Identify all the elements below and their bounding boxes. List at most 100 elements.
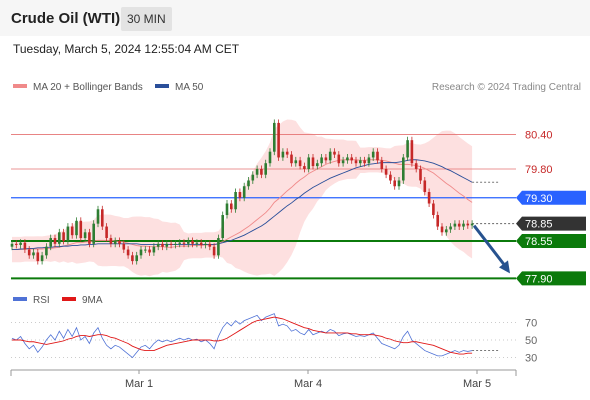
candle (402, 154, 405, 184)
candle (255, 165, 259, 179)
candle-body (303, 166, 306, 169)
ma50-legend-swatch (155, 84, 169, 88)
candle-body (316, 163, 319, 167)
level-text: 77.90 (525, 273, 553, 285)
candle (359, 156, 362, 167)
candle (221, 211, 224, 242)
candle (105, 223, 108, 242)
candle-body (221, 215, 224, 239)
candle (83, 228, 87, 242)
candle-body (208, 243, 212, 247)
candle (414, 159, 418, 173)
candle (169, 240, 173, 249)
candle-body (436, 215, 439, 227)
candle (384, 165, 388, 179)
candle-body (148, 249, 151, 253)
candle-body (419, 168, 422, 181)
rsi-line (11, 313, 473, 359)
candle (217, 234, 220, 259)
candle-body (324, 157, 328, 161)
candle (453, 220, 457, 230)
candle (122, 240, 126, 254)
candle (294, 156, 298, 167)
candle-body (40, 255, 44, 262)
candle (316, 159, 319, 170)
candle (148, 246, 151, 256)
instrument-title: Crude Oil (WTI) (11, 10, 121, 27)
candle (161, 240, 164, 251)
candle-body (384, 168, 388, 175)
candle (23, 239, 27, 254)
candle (182, 239, 186, 248)
candle-body (457, 223, 461, 227)
candle (208, 240, 212, 251)
candle (337, 151, 341, 167)
candle-body (320, 157, 323, 164)
candle (96, 205, 100, 228)
chart-header: Crude Oil (WTI) 30 MIN (0, 0, 590, 36)
candle-body (19, 242, 22, 245)
level-tag (516, 233, 586, 248)
candle (191, 237, 194, 248)
candle (88, 228, 91, 248)
candle-body (212, 246, 216, 256)
candle-body (346, 157, 349, 161)
level-tag (516, 216, 586, 231)
candle-body (156, 243, 160, 247)
candle (268, 148, 272, 167)
candle-body (126, 249, 130, 256)
level-tag (516, 190, 586, 205)
candle-body (277, 122, 280, 158)
candle-body (105, 226, 108, 239)
candle-body (234, 192, 237, 210)
candle (230, 200, 233, 213)
candle-body (397, 180, 401, 187)
candle-body (427, 192, 431, 204)
level-label-80.40: 80.40 (525, 129, 553, 141)
candle (376, 148, 379, 164)
level-tag (516, 271, 586, 286)
candle (118, 237, 121, 248)
candle-body (152, 246, 156, 253)
candle (436, 211, 439, 230)
candle (174, 240, 177, 249)
candle (156, 240, 160, 251)
candle-body (406, 140, 409, 158)
ma20-legend-swatch (13, 84, 27, 88)
candle-body (367, 157, 371, 164)
candle (457, 220, 461, 230)
timeframe-button[interactable]: 30 MIN (121, 7, 172, 31)
candle-body (247, 180, 250, 187)
candle-body (242, 186, 246, 198)
candle-body (260, 168, 263, 175)
level-text: 79.30 (525, 193, 553, 205)
candle-body (389, 174, 392, 181)
level-text: 78.55 (525, 236, 553, 248)
candle-body (371, 151, 375, 158)
candle (445, 225, 448, 236)
candle-body (285, 151, 289, 155)
candle (423, 177, 427, 196)
candle (281, 148, 285, 161)
candle-body (118, 240, 121, 244)
candle-body (470, 223, 474, 226)
candle-body (255, 168, 259, 175)
candle (290, 151, 293, 167)
candle (27, 246, 31, 259)
candle-body (96, 209, 100, 224)
candles-layer (10, 119, 474, 265)
candle (70, 223, 74, 239)
candle (277, 119, 280, 161)
candle (410, 136, 414, 167)
candle-body (70, 226, 74, 236)
candle (346, 154, 349, 164)
candle-body (195, 242, 199, 244)
candle (389, 171, 392, 184)
candle-body (414, 163, 418, 169)
forecast-arrow-shaft (472, 224, 509, 270)
rsi-ma9-line (12, 316, 473, 355)
candle (75, 217, 78, 239)
candle (212, 243, 216, 259)
candle (66, 223, 70, 245)
x-axis-label: Mar 5 (463, 378, 491, 390)
